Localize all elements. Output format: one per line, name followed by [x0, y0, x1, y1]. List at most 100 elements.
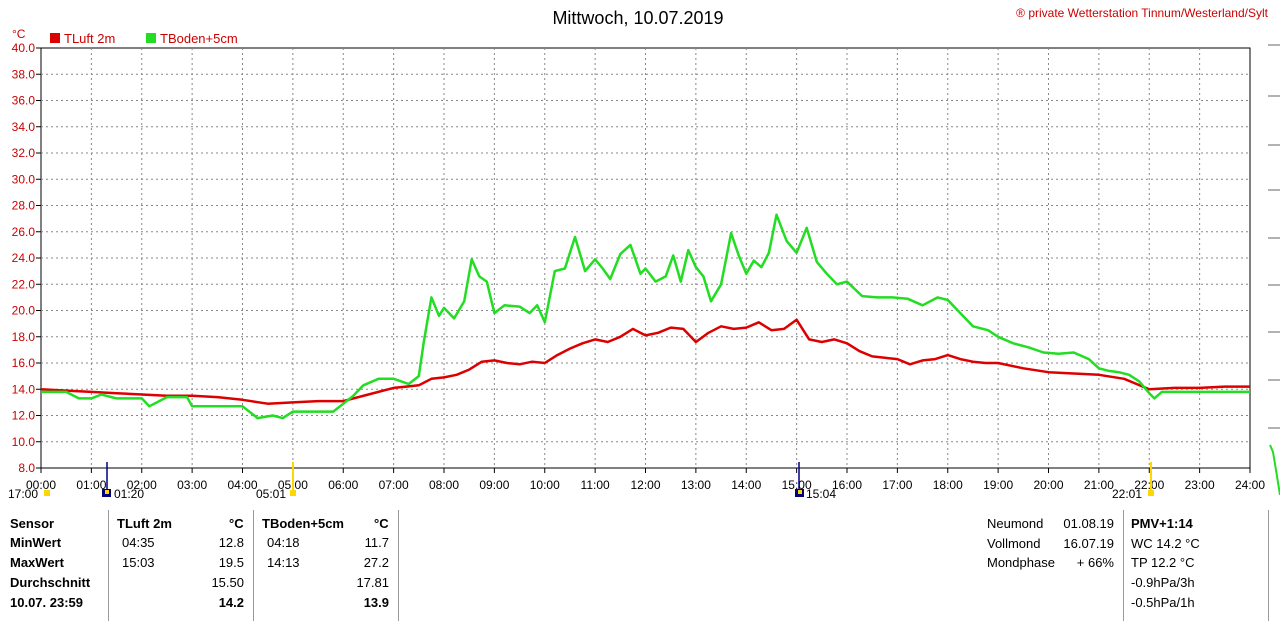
x-tick-label: 10:00: [530, 478, 560, 492]
x-tick-label: 20:00: [1033, 478, 1063, 492]
x-tick-label: 21:00: [1084, 478, 1114, 492]
y-tick-label: 38.0: [12, 67, 36, 81]
tboden-min-time: 04:18: [267, 535, 300, 550]
x-tick-label: 04:00: [227, 478, 257, 492]
moon-label-phase: Mondphase: [987, 555, 1055, 570]
legend-swatch-tluft: [50, 33, 60, 43]
row-label-sensor: Sensor: [10, 516, 55, 531]
series-line-tluft: [40, 318, 1250, 405]
sun-marker-icon: [44, 490, 50, 496]
y-tick-label: 20.0: [12, 304, 36, 318]
table-divider: [253, 510, 254, 621]
table-divider: [108, 510, 109, 621]
tboden-unit: °C: [374, 516, 389, 531]
x-tick-label: 24:00: [1235, 478, 1265, 492]
extra-pressure-1h: -0.5hPa/1h: [1131, 595, 1195, 610]
x-tick-label: 00:00: [26, 478, 56, 492]
y-tick-label: 30.0: [12, 172, 36, 186]
x-tick-label: 22:00: [1134, 478, 1164, 492]
moonset-icon-inner: [798, 490, 802, 494]
row-label-max: MaxWert: [10, 555, 64, 570]
extra-pressure-3h: -0.9hPa/3h: [1131, 575, 1195, 590]
temperature-chart: Mittwoch, 10.07.2019 ® private Wettersta…: [8, 6, 1280, 501]
x-tick-label: 19:00: [983, 478, 1013, 492]
table-divider: [398, 510, 399, 621]
event-markers: 17:00 01:20 05:01 15:04 22:01: [8, 462, 1154, 501]
x-tick-label: 01:00: [76, 478, 106, 492]
moon-label-new: Neumond: [987, 516, 1044, 531]
x-tick-label: 06:00: [328, 478, 358, 492]
y-tick-label: 24.0: [12, 251, 36, 265]
y-tick-label: 16.0: [12, 356, 36, 370]
x-tick-label: 03:00: [177, 478, 207, 492]
y-tick-label: 18.0: [12, 330, 36, 344]
y-tick-label: 40.0: [12, 41, 36, 55]
sunrise-icon: [290, 490, 296, 496]
tluft-current: 14.2: [218, 595, 244, 610]
tboden-min-value: 11.7: [364, 535, 389, 550]
y-tick-label: 28.0: [12, 199, 36, 213]
x-tick-label: 11:00: [581, 478, 610, 492]
tluft-avg: 15.50: [211, 575, 244, 590]
x-axis: 00:0001:0002:0003:0004:0005:0006:0007:00…: [26, 468, 1265, 492]
y-tick-label: 8.0: [18, 461, 35, 475]
row-label-current: 10.07. 23:59: [10, 595, 84, 610]
legend-label-tluft: TLuft 2m: [64, 31, 115, 46]
extra-tp: TP 12.2 °C: [1131, 555, 1195, 570]
row-label-min: MinWert: [10, 535, 62, 550]
x-tick-label: 23:00: [1185, 478, 1215, 492]
x-tick-label: 07:00: [379, 478, 409, 492]
tboden-header: TBoden+5cm: [262, 516, 344, 531]
moonrise-icon-inner: [105, 490, 109, 494]
moon-label-full: Vollmond: [987, 536, 1041, 551]
legend-swatch-tboden: [146, 33, 156, 43]
x-tick-label: 09:00: [479, 478, 509, 492]
moon-value-phase: + 66%: [1076, 555, 1114, 570]
y-tick-label: 22.0: [12, 277, 36, 291]
table-divider: [1268, 510, 1269, 621]
x-tick-label: 02:00: [127, 478, 157, 492]
x-tick-label: 18:00: [933, 478, 963, 492]
x-tick-label: 15:00: [782, 478, 812, 492]
y-tick-label: 10.0: [12, 435, 36, 449]
tboden-max-value: 27.2: [363, 555, 389, 570]
moon-value-new: 01.08.19: [1063, 516, 1114, 531]
event-moonset: 15:04: [806, 487, 836, 501]
y-unit: °C: [12, 27, 26, 41]
y-axis: 8.0 10.0 12.0 14.0 16.0 18.0 20.0 22.0 24.0 26.0 2…: [12, 41, 41, 475]
y-tick-label: 36.0: [12, 94, 36, 108]
tluft-min-time: 04:35: [122, 535, 155, 550]
extra-wc: WC 14.2 °C: [1131, 536, 1200, 551]
moon-value-full: 16.07.19: [1063, 536, 1114, 551]
series-line-tboden: [41, 213, 1250, 420]
tboden-max-time: 14:13: [267, 555, 300, 570]
tboden-avg: 17.81: [356, 575, 389, 590]
x-tick-label: 12:00: [630, 478, 660, 492]
extra-pmv: PMV+1:14: [1131, 516, 1193, 531]
sunset-icon: [1148, 490, 1154, 496]
right-margin-marks: [1268, 44, 1280, 496]
tboden-current: 13.9: [363, 595, 389, 610]
table-divider: [1123, 510, 1124, 621]
series-lines: [40, 213, 1250, 420]
x-tick-label: 13:00: [681, 478, 711, 492]
row-label-avg: Durchschnitt: [10, 575, 91, 590]
event-moonrise: 01:20: [114, 487, 144, 501]
y-tick-label: 34.0: [12, 120, 36, 134]
x-tick-label: 08:00: [429, 478, 459, 492]
event-sunrise: 05:01: [256, 487, 286, 501]
y-tick-label: 12.0: [12, 409, 36, 423]
legend-label-tboden: TBoden+5cm: [160, 31, 238, 46]
tluft-max-value: 19.5: [218, 555, 244, 570]
event-sunset: 22:01: [1112, 487, 1142, 501]
tluft-max-time: 15:03: [122, 555, 155, 570]
y-tick-label: 14.0: [12, 382, 36, 396]
legend: TLuft 2m TBoden+5cm: [50, 31, 238, 46]
copyright-text: ® private Wetterstation Tinnum/Westerlan…: [1016, 6, 1269, 20]
tluft-unit: °C: [229, 516, 244, 531]
x-tick-label: 17:00: [882, 478, 912, 492]
event-left-time: 17:00: [8, 487, 38, 501]
x-tick-label: 16:00: [832, 478, 862, 492]
tluft-header: TLuft 2m: [117, 516, 172, 531]
y-tick-label: 26.0: [12, 225, 36, 239]
